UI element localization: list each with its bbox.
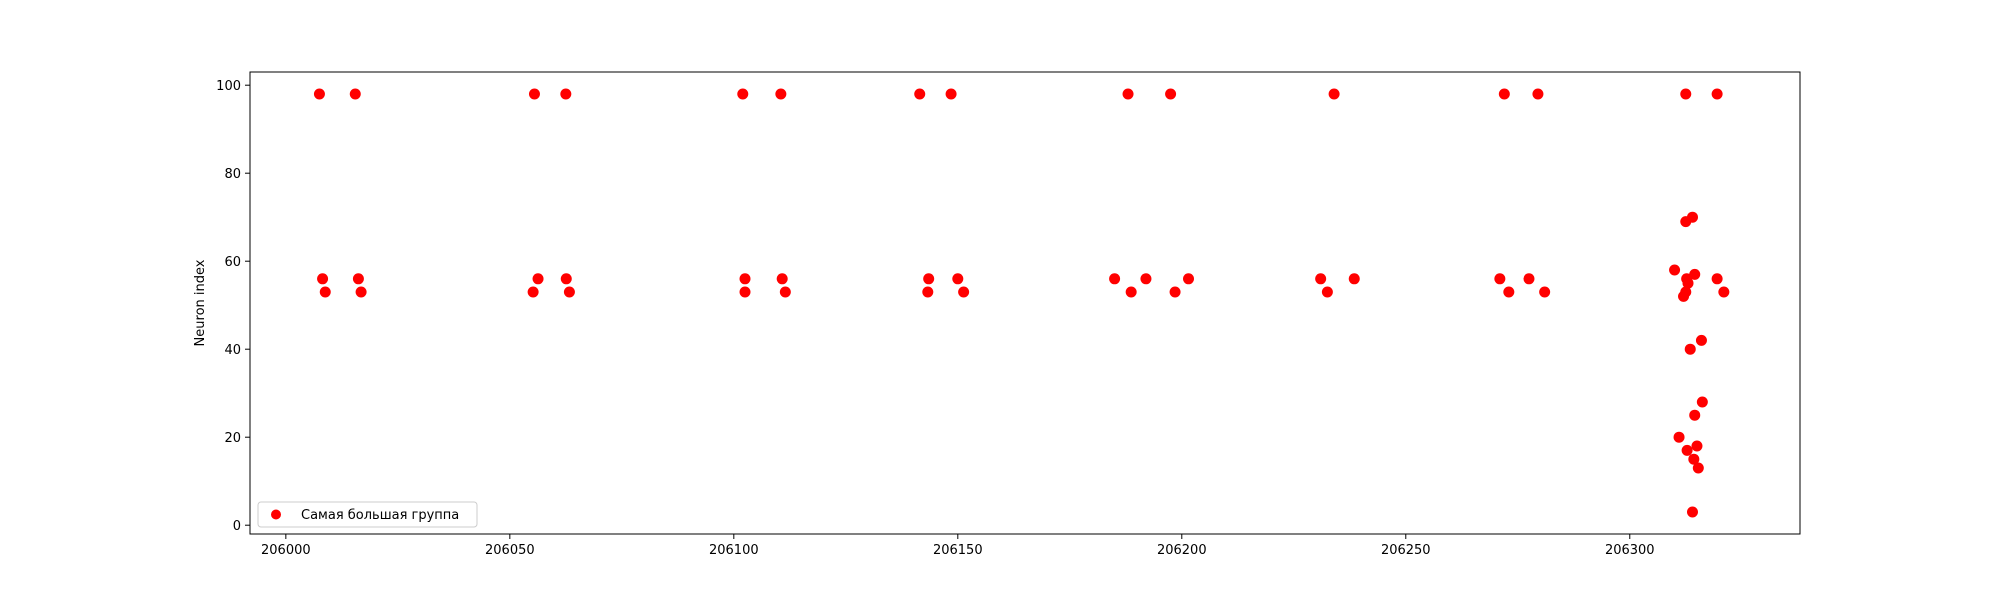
plot-area-frame	[249, 71, 1801, 535]
scatter-point	[739, 286, 751, 298]
scatter-point	[1315, 273, 1327, 285]
scatter-point	[355, 286, 367, 298]
scatter-point	[958, 286, 970, 298]
y-tick-label: 60	[224, 255, 241, 270]
y-tick-label: 0	[233, 519, 241, 534]
scatter-point	[560, 273, 572, 285]
scatter-point	[1539, 286, 1551, 298]
scatter-point	[775, 88, 787, 100]
scatter-point	[1691, 440, 1703, 452]
scatter-point	[1348, 273, 1360, 285]
scatter-point	[349, 88, 361, 100]
scatter-point	[1169, 286, 1181, 298]
scatter-point	[1689, 409, 1701, 421]
scatter-point	[1686, 211, 1698, 223]
scatter-point	[319, 286, 331, 298]
scatter-point	[1122, 88, 1134, 100]
scatter-point	[352, 273, 364, 285]
scatter-point	[532, 273, 544, 285]
scatter-point	[1711, 273, 1723, 285]
x-tick-label: 206300	[1605, 543, 1655, 558]
scatter-point	[1109, 273, 1121, 285]
scatter-point	[923, 273, 935, 285]
y-axis-label: Neuron index	[193, 259, 208, 346]
scatter-point	[1696, 396, 1708, 408]
scatter-point	[1680, 88, 1692, 100]
x-tick-label: 206250	[1381, 543, 1431, 558]
scatter-point	[1678, 290, 1690, 302]
y-tick-label: 20	[224, 431, 241, 446]
x-tick-label: 206050	[485, 543, 535, 558]
scatter-point	[1125, 286, 1137, 298]
scatter-point	[1692, 462, 1704, 474]
x-tick-label: 206150	[933, 543, 983, 558]
scatter-point	[1523, 273, 1535, 285]
scatter-point	[914, 88, 926, 100]
scatter-point	[779, 286, 791, 298]
scatter-point	[1140, 273, 1152, 285]
scatter-point	[1689, 268, 1701, 280]
x-tick-label: 206100	[709, 543, 759, 558]
scatter-point	[317, 273, 329, 285]
scatter-point	[952, 273, 964, 285]
scatter-point	[313, 88, 325, 100]
scatter-point	[1681, 444, 1693, 456]
y-axis: 0 20 40 60 80 100	[216, 79, 250, 534]
scatter-point	[1711, 88, 1723, 100]
scatter-point	[1673, 431, 1685, 443]
scatter-point	[1686, 506, 1698, 518]
y-tick-label: 100	[216, 79, 241, 94]
scatter-point	[1165, 88, 1177, 100]
scatter-point	[1695, 334, 1707, 346]
y-tick-label: 80	[224, 167, 241, 182]
scatter-point	[1183, 273, 1195, 285]
legend-marker	[271, 509, 281, 520]
scatter-point	[739, 273, 751, 285]
scatter-point	[560, 88, 572, 100]
scatter-point	[528, 88, 540, 100]
marks-layer	[313, 88, 1730, 518]
scatter-point	[945, 88, 957, 100]
scatter-point	[922, 286, 934, 298]
legend: Самая большая группа	[257, 501, 478, 528]
scatter-point	[1532, 88, 1544, 100]
scatter-point	[1321, 286, 1333, 298]
scatter-point	[1494, 273, 1506, 285]
scatter-point	[563, 286, 575, 298]
scatter-point	[527, 286, 539, 298]
x-axis: 206000 206050 206100 206150 206200 206250 2063…	[261, 534, 1655, 558]
legend-frame	[257, 501, 478, 528]
scatter-point	[1498, 88, 1510, 100]
scatter-point	[1682, 277, 1694, 289]
scatter-point	[1718, 286, 1730, 298]
scatter-point	[1684, 343, 1696, 355]
scatter-point	[776, 273, 788, 285]
x-tick-label: 206000	[261, 543, 311, 558]
scatter-point	[737, 88, 749, 100]
y-tick-label: 40	[224, 343, 241, 358]
scatter-point	[1503, 286, 1515, 298]
scatter-point	[1328, 88, 1340, 100]
scatter-point	[1669, 264, 1681, 276]
legend-label: Самая большая группа	[301, 508, 459, 523]
scatter-point	[1688, 453, 1700, 465]
x-tick-label: 206200	[1157, 543, 1207, 558]
